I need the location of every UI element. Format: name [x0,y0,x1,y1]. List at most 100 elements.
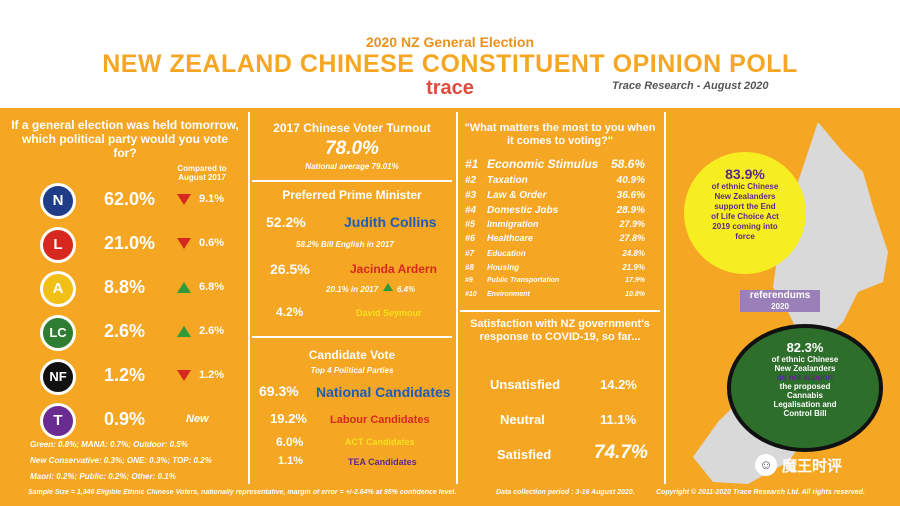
issue-rank: #9 [465,277,473,284]
unsatisfied-label: Unsatisfied [490,377,561,392]
poll-credit: Trace Research - August 2020 [612,80,769,92]
issue-name: Economic Stimulus [487,157,599,171]
issue-row: #3 Law & Order 36.6% [465,190,645,201]
pm-collins-note: 58.2% Bill English in 2017 [296,240,394,249]
trace-logo: trace [426,77,474,99]
candidate-act-name: ACT Candidates [345,437,415,447]
footer-period: Data collection period : 3-16 August 202… [496,489,635,496]
column-divider [664,112,666,484]
party-badge-nf: NF [40,359,76,395]
cannabis-line: Control Bill [783,409,827,418]
candidate-tea-pct: 1.1% [278,455,304,467]
issue-row: #1 Economic Stimulus 58.6% [465,157,645,171]
neutral-label: Neutral [500,412,545,427]
candidate-labour-name: Labour Candidates [330,414,430,426]
row-divider [252,180,452,182]
cannabis-line: the proposed [779,382,831,391]
candidate-title: Candidate Vote [308,348,396,362]
footer-sample: Sample Size = 1,346 Eligible Ethnic Chin… [28,489,457,496]
watermark-text: 魔王时评 [782,457,843,475]
issue-name: Immigration [487,219,539,229]
pm-collins-pct: 52.2% [266,214,306,230]
compare-note: Compared to August 2017 [177,164,227,182]
issue-row: #6 Healthcare 27.8% [465,233,645,243]
party-badge-lc: LC [40,315,76,351]
candidate-national-pct: 69.3% [259,383,299,399]
column-divider [248,112,250,484]
cannabis-line: Legalisation and [773,400,837,409]
party-change-value: 2.6% [199,325,225,337]
neutral-value: 11.1% [600,412,637,427]
party-change-value: 0.6% [199,237,225,249]
party-vote-value: 1.2% [104,365,146,385]
party-change-value: New [186,413,209,425]
pm-seymour-name: David Seymour [356,308,422,318]
issue-value: 21.9% [622,263,645,272]
turnout-value: 78.0% [325,138,379,159]
satisfied-value: 74.7% [594,442,648,463]
issue-row: #7 Education 24.8% [465,249,645,258]
down-arrow-icon [177,194,191,205]
party-badge-a: A [40,271,76,307]
issue-name: Law & Order [487,190,547,201]
footer-copyright: Copyright © 2011-2020 Trace Research Ltd… [656,489,865,496]
eol-line: 2019 coming into [712,222,778,231]
issue-rank: #8 [465,263,474,272]
referendums-badge: referendums 2020 [740,290,820,312]
party-vote-value: 62.0% [104,189,156,209]
header-banner [0,0,900,108]
issue-value: 24.8% [622,249,645,258]
issues-title: "What matters the most to you when it co… [464,122,656,147]
issue-rank: #2 [465,175,477,186]
issue-name: Taxation [487,175,528,186]
north-island-shape [773,122,888,342]
issue-name: Domestic Jobs [487,205,559,216]
issue-row: #2 Taxation 40.9% [465,175,645,186]
poll-subtitle: 2020 NZ General Election [365,34,535,50]
satisfied-label: Satisfied [497,447,552,462]
party-vote-value: 8.8% [104,277,146,297]
unsatisfied-value: 14.2% [600,377,637,392]
party-badge-t: T [40,403,76,439]
issue-rank: #3 [465,190,477,201]
candidate-tea-name: TEA Candidates [348,457,417,467]
column-divider [456,112,458,484]
issue-value: 28.9% [616,205,645,216]
cannabis-bubble: 82.3% of ethnic Chinese New Zealanders d… [727,324,883,452]
eol-line: force [735,232,755,241]
row-divider [460,310,660,312]
pm-collins-name: Judith Collins [344,214,437,230]
eol-pct: 83.9% [725,166,765,182]
down-arrow-icon [177,238,191,249]
other-parties-line: Maori: 0.2%; Public: 0.2%; Other: 0.1% [30,472,176,481]
party-change-value: 9.1% [199,193,225,205]
issue-name: Education [487,249,526,258]
eol-line: of ethnic Chinese [711,182,779,191]
end-of-life-bubble: 83.9% of ethnic Chinese New Zealanders s… [684,152,806,274]
candidate-act-pct: 6.0% [276,435,304,449]
up-arrow-icon [177,326,191,337]
issue-value: 36.6% [616,190,645,201]
issue-rank: #6 [465,233,476,243]
pm-ardern-name: Jacinda Ardern [350,262,437,276]
other-parties-line: Green: 0.8%; MANA: 0.7%; Outdoor: 0.5% [30,440,188,449]
satisfaction-title: Satisfaction with NZ government's respon… [470,318,650,343]
issue-value: 10.8% [625,291,645,298]
issue-row: #5 Immigration 27.9% [465,219,645,229]
cannabis-line: do not support [776,373,834,382]
issue-rank: #5 [465,219,476,229]
issue-rank: #1 [465,157,479,171]
issue-value: 58.6% [610,157,645,171]
party-vote-value: 21.0% [104,233,156,253]
issue-value: 40.9% [616,175,645,186]
row-divider [252,336,452,338]
other-parties-line: New Conservative: 0.3%; ONE: 0.3%; TOP: … [30,456,212,465]
party-change-value: 6.8% [199,281,225,293]
eol-line: of Life Choice Act [711,212,779,221]
party-change-value: 1.2% [199,369,225,381]
party-vote-value: 0.9% [104,409,146,429]
issue-row: #10 Environment 10.8% [465,291,645,298]
issue-value: 27.9% [619,219,645,229]
issue-name: Public Transportation [487,277,560,284]
